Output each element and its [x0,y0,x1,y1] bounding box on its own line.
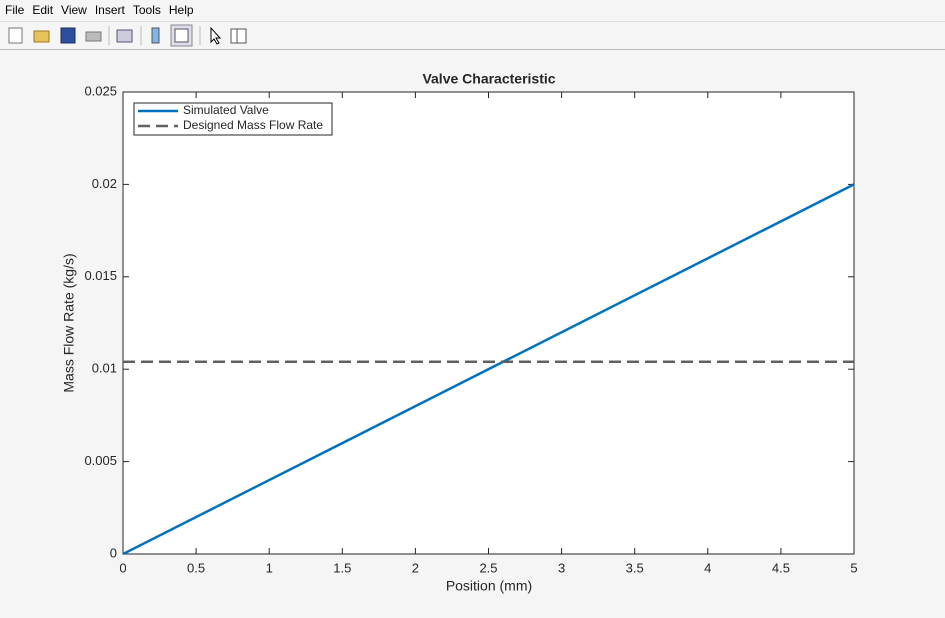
chart-title: Valve Characteristic [422,71,555,87]
x-tick-label: 1 [266,560,273,575]
x-tick-label: 4.5 [772,560,790,575]
x-tick-label: 1.5 [333,560,351,575]
plot-area [122,91,855,555]
new-button[interactable] [8,27,23,44]
y-tick-label: 0.025 [84,83,117,98]
print-button[interactable] [85,31,102,42]
y-tick-label: 0.015 [84,268,117,283]
series-line [122,183,855,556]
y-tick-label: 0.005 [84,453,117,468]
x-tick-label: 2 [412,560,419,575]
x-tick-label: 4 [704,560,711,575]
link-button[interactable] [116,29,133,43]
y-tick-label: 0 [110,545,117,560]
toolbar [0,21,945,50]
property-button[interactable] [230,28,247,44]
menu-item[interactable]: Insert [94,3,125,17]
colorbar-button[interactable] [151,27,160,44]
x-tick-label: 2.5 [479,560,497,575]
menu-item[interactable]: Tools [132,3,161,17]
open-button[interactable] [33,30,50,43]
x-tick-label: 3 [558,560,565,575]
legend-box [133,102,333,136]
menu-item[interactable]: Edit [32,3,54,17]
x-axis-label: Position (mm) [446,578,532,594]
legend-label: Designed Mass Flow Rate [183,118,323,132]
menu-item[interactable]: Help [168,3,194,17]
y-axis-label: Mass Flow Rate (kg/s) [61,253,77,392]
y-tick-label: 0.02 [92,176,117,191]
y-tick-label: 0.01 [92,361,117,376]
pointer-button[interactable] [210,26,222,45]
save-button[interactable] [60,27,76,44]
x-tick-label: 3.5 [626,560,644,575]
legend-label: Simulated Valve [183,103,269,117]
menu-bar: File Edit View Insert Tools Help [0,0,945,21]
x-tick-label: 0 [119,560,126,575]
chart: Valve Characteristic Position (mm) Mass … [61,71,858,594]
legend-button[interactable] [170,24,193,47]
menu-item[interactable]: View [61,3,87,17]
menu-item[interactable]: File [5,3,25,17]
x-tick-label: 5 [850,560,857,575]
x-tick-label: 0.5 [187,560,205,575]
